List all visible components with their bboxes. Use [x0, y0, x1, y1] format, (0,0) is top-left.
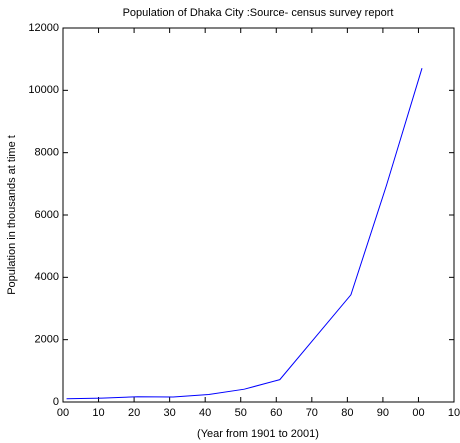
- x-tick-label: 50: [235, 407, 247, 419]
- y-tick-label: 2000: [35, 334, 59, 346]
- y-tick-label: 10000: [28, 84, 59, 96]
- y-tick-label: 0: [53, 396, 59, 408]
- x-tick-label: 60: [270, 407, 282, 419]
- y-tick-label: 6000: [35, 209, 59, 221]
- x-tick-label: 30: [164, 407, 176, 419]
- y-tick-label: 12000: [28, 22, 59, 34]
- plot-frame: [62, 27, 455, 403]
- x-tick-label: 20: [128, 407, 140, 419]
- x-tick-label: 10: [92, 407, 104, 419]
- chart-title: Population of Dhaka City :Source- census…: [123, 7, 394, 19]
- x-tick-label: 40: [199, 407, 211, 419]
- x-tick-label: 10: [448, 407, 460, 419]
- x-tick-label: 90: [377, 407, 389, 419]
- y-axis-label: Population in thousands at time t: [6, 135, 18, 295]
- x-tick-label: 00: [57, 407, 69, 419]
- x-tick-label: 00: [412, 407, 424, 419]
- y-tick-label: 4000: [35, 271, 59, 283]
- x-tick-label: 80: [341, 407, 353, 419]
- y-tick-label: 8000: [35, 147, 59, 159]
- x-axis-label: (Year from 1901 to 2001): [197, 428, 319, 440]
- data-line: [66, 68, 423, 400]
- x-tick-label: 70: [306, 407, 318, 419]
